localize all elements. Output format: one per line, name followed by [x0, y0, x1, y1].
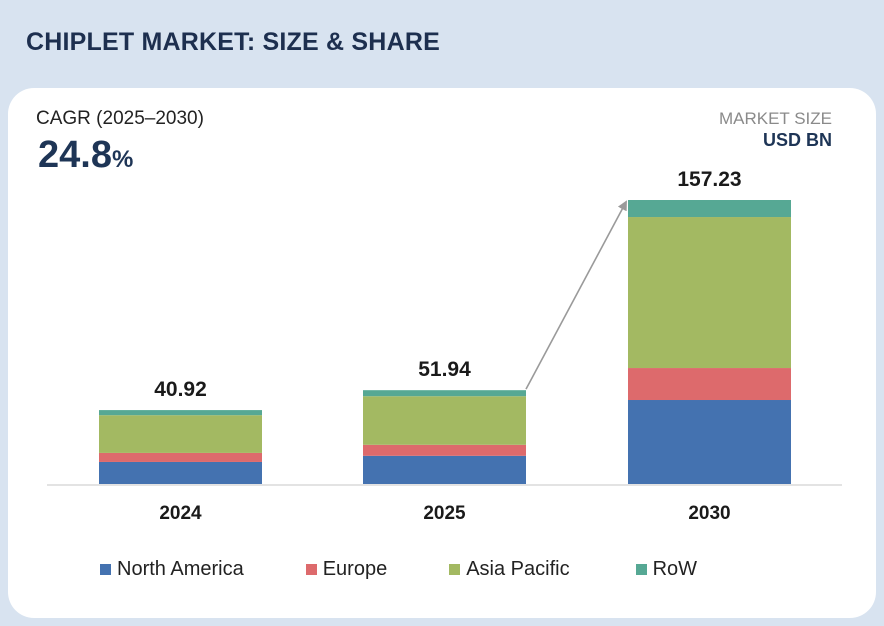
legend-item-row: RoW — [635, 558, 698, 581]
bar-segment-asia-pacific-2024 — [99, 415, 262, 453]
total-label-2024: 40.92 — [154, 378, 207, 401]
legend-label: Asia Pacific — [466, 558, 570, 580]
x-tick-label-2030: 2030 — [688, 503, 730, 524]
legend-label: RoW — [652, 558, 698, 580]
legend-item-north-america: North America — [100, 558, 244, 581]
legend: North America Europe Asia Pacific RoW — [100, 558, 697, 581]
bar-segment-row-2030 — [628, 200, 791, 218]
x-tick-label-2024: 2024 — [159, 503, 202, 524]
bar-segment-asia-pacific-2030 — [628, 217, 791, 369]
cagr-label: CAGR (2025–2030) — [36, 108, 204, 129]
legend-item-asia-pacific: Asia Pacific — [449, 558, 570, 581]
cagr-value: 24.8% — [38, 134, 133, 177]
market-size-label: MARKET SIZE — [718, 109, 832, 128]
legend-swatch — [449, 564, 461, 575]
total-label-2025: 51.94 — [418, 358, 471, 381]
page-title: CHIPLET MARKET: SIZE & SHARE — [26, 28, 440, 56]
bar-segment-asia-pacific-2025 — [363, 396, 526, 445]
x-tick-label-2025: 2025 — [423, 503, 466, 524]
total-label-2030: 157.23 — [677, 168, 741, 191]
bar-segment-row-2025 — [363, 390, 526, 397]
legend-swatch — [305, 564, 317, 575]
bar-segment-row-2024 — [99, 410, 262, 416]
legend-label: North America — [117, 558, 244, 580]
bar-segment-north-america-2030 — [628, 400, 791, 484]
growth-arrow — [525, 200, 627, 390]
bar-segment-europe-2025 — [363, 444, 526, 456]
cagr-number: 24.8 — [38, 134, 112, 176]
cagr-unit: % — [111, 146, 134, 173]
bar-segment-north-america-2024 — [99, 461, 262, 484]
legend-swatch — [635, 564, 647, 575]
bar-segment-north-america-2025 — [363, 455, 526, 484]
legend-label: Europe — [322, 558, 388, 580]
market-size-unit: USD BN — [762, 130, 832, 150]
bar-segment-europe-2030 — [628, 368, 791, 401]
legend-item-europe: Europe — [305, 558, 388, 581]
legend-swatch — [100, 564, 111, 575]
bar-segment-europe-2024 — [99, 452, 262, 462]
